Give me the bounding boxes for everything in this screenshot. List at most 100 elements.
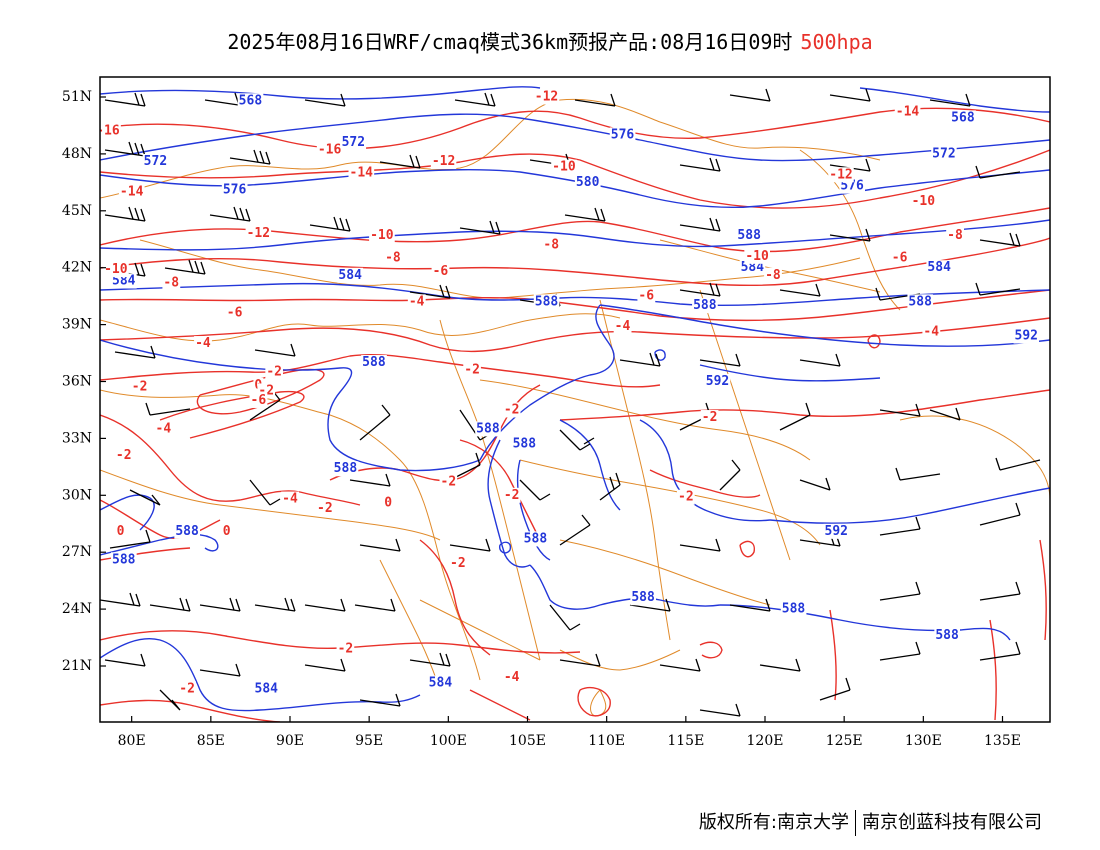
height-contour-label: 572 — [144, 154, 167, 169]
temperature-contour-label-bg — [265, 364, 283, 380]
lon-tick-label: 135E — [984, 733, 1021, 749]
temperature-contour-label: -4 — [409, 294, 425, 309]
height-contour-labels: 568 572 572 576 576 580 568 572 576 584 584 584 584 5… — [111, 93, 1039, 697]
height-contour-label-bg — [574, 174, 601, 190]
height-contour-label: 572 — [342, 135, 365, 150]
temperature-contour-label: -2 — [702, 410, 718, 425]
height-contour-label-bg — [142, 153, 169, 169]
height-contour-label-bg — [337, 267, 364, 283]
temperature-contour-label-bg — [502, 669, 521, 685]
temperature-contour-label: -16 — [318, 143, 342, 158]
height-contour-label-bg — [237, 93, 264, 109]
temperature-contour-label-bg — [249, 392, 268, 408]
height-contour-label: 592 — [1015, 328, 1038, 343]
temperature-contour-label-bg — [103, 262, 129, 278]
temperature-contour-label-bg — [369, 227, 395, 243]
temperature-contour-label-bg — [431, 263, 450, 279]
temperature-contour-label-bg — [542, 237, 561, 253]
temperature-contour-label-bg — [700, 410, 719, 426]
temperature-contour-label: -2 — [317, 501, 333, 516]
height-contour-label: 588 — [175, 524, 199, 539]
temperature-contour-label: -8 — [163, 275, 179, 290]
temperature-contour-label-bg — [384, 250, 402, 266]
title-pressure-level: 500hpa — [800, 30, 873, 54]
height-contour-label: 588 — [513, 437, 537, 452]
lat-tick-label: 48N — [62, 146, 92, 162]
height-contour-label-bg — [475, 421, 501, 437]
temperature-contour-label: -10 — [552, 160, 576, 175]
height-contour-label-bg — [522, 531, 549, 547]
temperature-contour-label: 0 — [384, 495, 392, 510]
temperature-contour-label-bg — [115, 523, 126, 539]
height-contour-label-bg — [926, 260, 953, 276]
temperature-contour-label-bg — [449, 556, 467, 572]
temperature-contour-label-bg — [225, 305, 244, 321]
title-main: 2025年08月16日WRF/cmaq模式36km预报产品:08月16日09时 — [227, 30, 793, 54]
temperature-contour-label: -10 — [370, 228, 394, 243]
temperature-contour-label-bg — [100, 123, 121, 139]
height-contour-label: 588 — [334, 461, 358, 476]
height-contour-label: 588 — [737, 228, 761, 243]
temperature-contour-label: -2 — [116, 448, 132, 463]
temperature-contour-label-bg — [439, 474, 458, 490]
height-contour-label: 584 — [112, 273, 136, 288]
lat-tick-label: 39N — [62, 317, 92, 333]
temperature-contour-label: -10 — [104, 262, 128, 277]
lon-tick-label: 80E — [118, 733, 146, 749]
temperature-contour-label: -8 — [765, 268, 781, 283]
latitude-axis: 51N 48N 45N 42N 39N 36N 33N 30N 27N 24N 21N — [62, 89, 106, 674]
temperature-contour-label: -4 — [195, 336, 211, 351]
temperature-contour-label: -12 — [829, 167, 852, 182]
temperature-contour-label: -10 — [745, 249, 769, 264]
temperature-contour-label-bg — [194, 336, 212, 352]
temperature-contour-label-bg — [154, 421, 173, 437]
temperature-contour-label-bg — [118, 184, 145, 200]
temperature-contour-label: -4 — [615, 319, 631, 334]
height-contour-label-bg — [332, 461, 359, 477]
temperature-contour-label-bg — [946, 227, 964, 243]
height-contour-label: 568 — [239, 93, 263, 108]
temperature-contour-label: -2 — [132, 380, 148, 395]
height-contour-label-bg — [174, 523, 200, 539]
temperature-contour-label: -4 — [504, 670, 520, 685]
temperature-contour-label: -16 — [96, 124, 120, 139]
temperature-contour-label: -12 — [535, 90, 558, 105]
temperature-contour-label-bg — [677, 489, 695, 505]
temperature-contour-label-bg — [348, 165, 375, 181]
longitude-axis: 80E 85E 90E 95E 100E 105E 110E 115E 120E 125E 130E… — [118, 716, 1021, 749]
height-contour-label: 588 — [112, 552, 136, 567]
temperature-contour-label: -8 — [947, 228, 963, 243]
lat-tick-label: 30N — [62, 487, 92, 503]
lat-tick-label: 21N — [62, 658, 92, 674]
height-contour-label: 576 — [840, 179, 864, 194]
height-contour-label: 592 — [825, 524, 848, 539]
height-contour-label-bg — [1013, 328, 1039, 344]
temperature-contour-label: -2 — [504, 402, 520, 417]
temperature-contour-label-bg — [114, 447, 133, 463]
temperature-contour-label: -6 — [638, 289, 654, 304]
temperature-contour-label: -6 — [251, 393, 267, 408]
height-contour-label-bg — [111, 552, 137, 568]
temperature-contour-label: -2 — [441, 475, 457, 490]
height-contour-label-bg — [739, 260, 766, 276]
lon-tick-label: 125E — [826, 733, 863, 749]
lon-tick-label: 105E — [509, 733, 546, 749]
temperature-contour-label-bg — [533, 89, 560, 105]
height-contour-label-bg — [111, 273, 137, 289]
height-contour-label: 588 — [631, 590, 655, 605]
height-contour-label: 588 — [935, 628, 959, 643]
height-contour-label-bg — [839, 178, 865, 194]
lon-tick-label: 100E — [430, 733, 467, 749]
temperature-contour-label: -2 — [464, 363, 480, 378]
height-contour-label: 584 — [255, 681, 279, 696]
height-contour-label: 588 — [535, 294, 559, 309]
temperature-contour-label: -4 — [156, 421, 172, 436]
temperature-contour-label-bg — [463, 362, 481, 378]
temperature-contour-label-bg — [764, 267, 782, 283]
temperature-contour-label-bg — [336, 641, 355, 657]
plot-area: 568 572 572 576 576 580 568 572 576 584 584 584 584 5… — [96, 86, 1050, 722]
height-contour-label: 576 — [223, 182, 247, 197]
lat-tick-label: 27N — [62, 544, 92, 560]
temperature-contour-label: -2 — [504, 488, 520, 503]
wind-barbs — [100, 88, 1041, 717]
